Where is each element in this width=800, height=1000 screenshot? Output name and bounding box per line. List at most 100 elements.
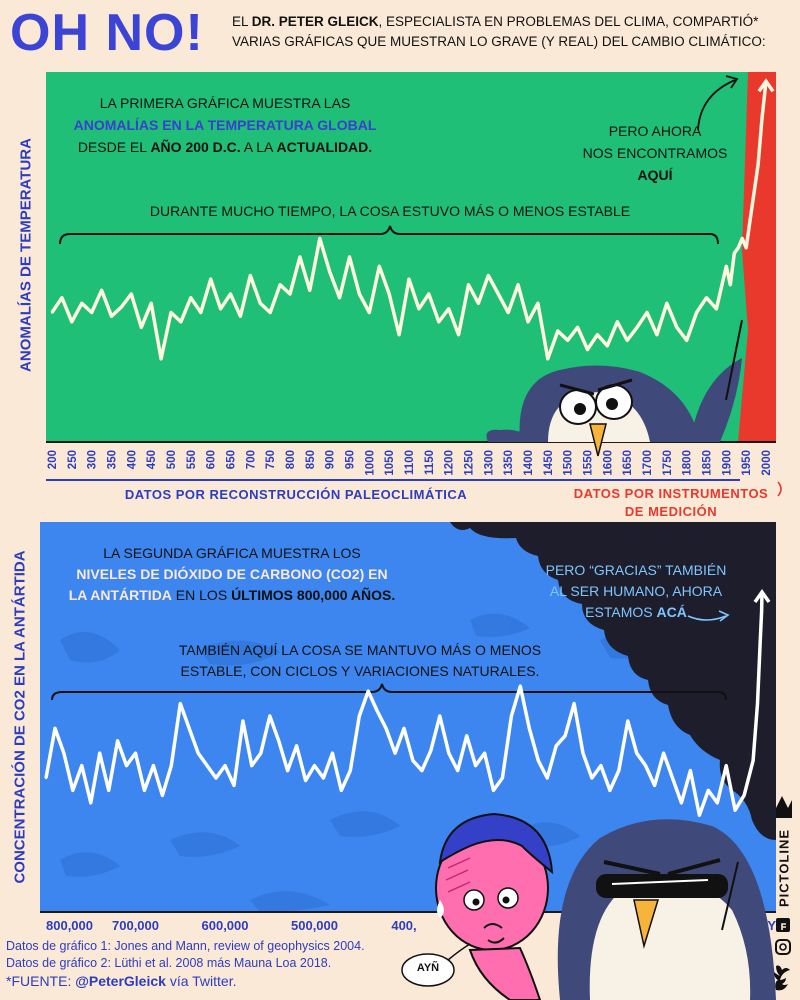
chart1-line-layer — [50, 78, 775, 361]
chart1-data-point — [348, 255, 351, 259]
human-left-pupil — [472, 898, 480, 906]
chart2-data-point — [376, 709, 379, 713]
chart1-data-point — [586, 348, 589, 351]
chart1-here-arrow — [697, 79, 736, 131]
chart1-data-point — [566, 339, 569, 342]
chart2-data-point — [214, 776, 218, 780]
penguin-1-right-pupil — [606, 398, 618, 410]
chart1-data-point — [219, 307, 222, 310]
penguin-2-face — [589, 878, 751, 1000]
chart2-data-point — [340, 789, 343, 792]
chart2-data-point — [563, 734, 567, 737]
chart2-data-point — [456, 769, 459, 772]
human-mouth — [487, 937, 505, 944]
chart2-data-point — [760, 610, 763, 613]
chart1-data-point — [635, 326, 639, 329]
chart1-data-point — [110, 315, 113, 318]
speech-bubble-text: AYÑ — [416, 962, 440, 974]
facebook-icon-f — [781, 923, 786, 930]
chart1-data-point — [645, 311, 649, 314]
chart2-data-point — [71, 789, 75, 792]
chart2-data-point — [751, 759, 755, 762]
chart2-data-point — [53, 727, 57, 730]
chart2-now-3b: ACÁ — [656, 604, 687, 620]
chart2-intro: LA SEGUNDA GRÁFICA MUESTRA LOS NIVELES D… — [62, 543, 402, 606]
chart1-data-point — [239, 315, 242, 318]
chart2-data-point — [277, 739, 280, 742]
penguin-2-beak — [633, 899, 660, 949]
chart1-data-point — [626, 339, 629, 342]
chart1-data-point — [358, 292, 361, 296]
chart2-data-point — [626, 719, 629, 723]
chart2-data-point — [572, 702, 576, 705]
chart1-data-point — [80, 302, 84, 305]
chart1-x-tick-label: 700 — [245, 450, 257, 469]
penguin-2-sunglasses — [596, 874, 728, 898]
chart1-x-tick-label: 1000 — [364, 450, 376, 476]
chart1-data-point — [606, 344, 609, 347]
fuente-handle[interactable]: @PeterGleick — [75, 973, 166, 989]
chart2-x-tick-label: 500,000 — [291, 918, 338, 933]
chart1-data-point — [729, 283, 732, 286]
speech-bubble-tail — [447, 943, 471, 961]
chart1-data-point — [596, 333, 599, 336]
chart1-data-point — [159, 357, 163, 360]
chart1-intro-3a: DESDE EL — [77, 139, 151, 155]
facebook-icon[interactable] — [776, 918, 790, 932]
chart2-data-point — [241, 719, 245, 723]
chart2-data-point — [644, 764, 647, 767]
chart2-data-point — [447, 752, 450, 755]
intro-line2: VARIAS GRÁFICAS QUE MUESTRAN LO GRAVE (Y… — [232, 34, 766, 49]
chart2-data-point — [581, 752, 585, 755]
chart1-instrumental-band — [738, 72, 776, 442]
chart1-data-point — [298, 255, 302, 259]
chart1-x-tick-label: 1400 — [523, 450, 535, 476]
chart1-x-tick-label: 1550 — [583, 450, 595, 476]
chart1-x-tick-label: 750 — [265, 450, 277, 469]
chart2-data-point — [510, 714, 513, 718]
chart1-data-point — [269, 311, 272, 314]
chart1-data-point — [715, 307, 718, 310]
chart1-x-tick-label: 1900 — [721, 450, 733, 476]
chart2-data-point — [295, 744, 298, 747]
instagram-icon[interactable] — [775, 939, 791, 955]
chart2-decor-9 — [250, 891, 330, 912]
chart1-x-tick-label: 1100 — [404, 450, 416, 475]
human-sweat — [437, 900, 444, 918]
chart2-data-point — [635, 752, 638, 755]
chart1-x-tick-label: 550 — [186, 450, 198, 469]
penguin-1-brow — [559, 378, 633, 396]
chart1-x-tick-label: 1700 — [642, 450, 654, 476]
chart2-data-point — [232, 784, 236, 787]
fuente-prefix: *FUENTE: — [6, 973, 76, 989]
chart1-intro-3b: AÑO 200 D.C. — [150, 139, 241, 155]
chart1-intro-line1: LA PRIMERA GRÁFICA MUESTRA LAS — [99, 95, 351, 111]
chart2-data-point — [590, 776, 594, 780]
chart1-here-callout: PERO AHORA NOS ENCONTRAMOS AQUÍ — [570, 120, 740, 186]
chart2-intro-line3: LA ANTÁRTIDA EN LOS ÚLTIMOS 800,000 AÑOS… — [62, 585, 402, 606]
chart2-data-point — [44, 776, 48, 780]
chart2-data-point — [349, 769, 352, 772]
chart2-data-point — [716, 801, 719, 804]
chart2-data-point — [483, 752, 486, 755]
chart2-data-point — [259, 752, 262, 755]
chart1-x-tick-label: 600 — [206, 450, 218, 469]
twitter-icon[interactable] — [774, 965, 790, 991]
chart1-data-point — [685, 339, 688, 342]
chart1-data-point — [675, 326, 678, 329]
chart1-data-point — [526, 320, 530, 323]
chart1-x-tick-label: 300 — [87, 450, 99, 469]
chart1-data-point — [725, 265, 728, 268]
chart1-data-point — [120, 305, 123, 309]
chart2-data-point — [760, 590, 764, 594]
facebook-icon-box — [776, 918, 790, 932]
chart1-x-tick-label: 500 — [166, 450, 178, 469]
chart1-data-point — [378, 265, 381, 268]
chart1-x-tick-label: 1650 — [622, 450, 634, 476]
chart2-data-point — [80, 764, 84, 767]
chart1-x-tick-label: 1950 — [741, 450, 753, 476]
chart2-decor-3 — [330, 811, 400, 837]
human-right-pupil — [502, 896, 510, 904]
pictoline-logo-shape — [776, 796, 792, 818]
